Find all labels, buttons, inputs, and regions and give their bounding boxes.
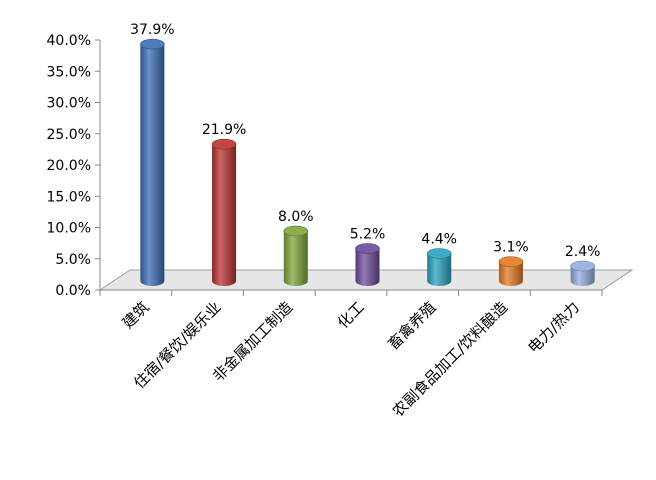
bar-top [283,225,309,237]
data-label: 37.9% [130,22,174,38]
category-label: 畜禽养殖 [384,298,439,353]
y-tick-label: 10.0% [47,221,91,237]
bar [283,225,309,286]
bar-body [212,144,237,286]
bar [140,38,165,286]
bar-top [211,138,237,150]
bar [498,256,524,286]
bar-top [570,260,595,272]
data-labels: 37.9% 21.9% 8.0% 5.2% 4.4% 3.1% 2.4% [130,22,600,260]
bar-top [498,256,524,267]
bar [426,248,452,286]
y-tick-label: 0.0% [55,283,91,299]
bar-series [140,38,595,286]
y-tick-label: 5.0% [55,252,91,268]
y-tick-label: 25.0% [47,127,91,143]
bar-top [355,243,380,254]
bar [211,138,237,286]
y-tick-label: 40.0% [47,33,91,49]
data-label: 2.4% [565,244,601,260]
category-label: 电力/热力 [524,298,583,357]
y-tick-label: 30.0% [47,96,91,112]
data-label: 21.9% [202,122,246,138]
bar-body [427,253,452,286]
bar-body [355,248,380,286]
data-label: 8.0% [278,209,314,225]
bar-body [570,266,595,286]
bar-body [498,261,523,286]
bar [355,243,380,286]
y-axis-ticks: 0.0% 5.0% 10.0% 15.0% 20.0% 25.0% 30.0% 35.0% 40… [47,33,100,299]
bar-top [140,38,165,50]
data-label: 5.2% [350,227,386,243]
bar-body [283,231,308,286]
bar-top [426,248,452,259]
y-tick-label: 20.0% [47,158,91,174]
y-tick-label: 35.0% [47,64,91,80]
data-label: 3.1% [493,240,529,256]
bar-body [140,44,165,286]
y-tick-label: 15.0% [47,189,91,205]
category-label: 建筑 [119,298,153,332]
data-label: 4.4% [421,232,457,248]
bar [570,260,595,286]
category-label: 化工 [334,298,368,332]
